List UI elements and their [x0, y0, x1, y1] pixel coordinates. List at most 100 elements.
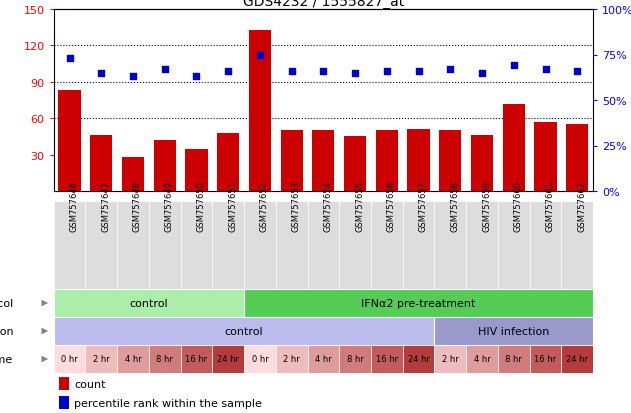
Bar [371, 202, 403, 289]
Bar [403, 202, 435, 289]
Point [286, 69, 297, 75]
Bar [498, 345, 529, 373]
Bar [375, 131, 398, 192]
Point [255, 52, 265, 59]
Bar [562, 202, 593, 289]
Bar [403, 345, 435, 373]
Text: 2 hr: 2 hr [442, 355, 459, 363]
Bar [59, 396, 69, 409]
Text: 2 hr: 2 hr [283, 355, 300, 363]
Bar [212, 202, 244, 289]
Text: control: control [129, 298, 168, 308]
Bar [312, 131, 334, 192]
Bar [466, 202, 498, 289]
Bar [344, 137, 366, 192]
Bar [54, 289, 244, 317]
Bar [276, 202, 307, 289]
Text: 4 hr: 4 hr [124, 355, 141, 363]
Bar [54, 317, 435, 345]
Point [128, 74, 138, 81]
Bar [153, 141, 176, 192]
Text: GSM757652: GSM757652 [260, 180, 269, 231]
Bar [217, 133, 239, 192]
Point [223, 69, 233, 75]
Bar [339, 345, 371, 373]
Text: GSM757661: GSM757661 [546, 180, 555, 231]
Bar [307, 202, 339, 289]
Text: 8 hr: 8 hr [346, 355, 363, 363]
Point [413, 69, 423, 75]
Bar [471, 136, 493, 192]
Text: control: control [225, 326, 263, 336]
Bar [180, 202, 212, 289]
Bar [212, 345, 244, 373]
Text: 0 hr: 0 hr [61, 355, 78, 363]
Bar [59, 377, 69, 390]
Bar [435, 317, 593, 345]
Point [382, 69, 392, 75]
Text: count: count [74, 379, 105, 389]
Text: 0 hr: 0 hr [252, 355, 268, 363]
Text: GSM757651: GSM757651 [228, 180, 237, 231]
Point [541, 66, 551, 73]
Point [509, 63, 519, 69]
Point [318, 69, 328, 75]
Bar [498, 202, 529, 289]
Bar [85, 345, 117, 373]
Bar [85, 202, 117, 289]
Bar [90, 136, 112, 192]
Text: 8 hr: 8 hr [505, 355, 522, 363]
Bar [503, 104, 525, 192]
Bar [566, 125, 588, 192]
Text: 24 hr: 24 hr [408, 355, 430, 363]
Bar [244, 289, 593, 317]
Bar [339, 202, 371, 289]
Bar [54, 202, 85, 289]
Text: GSM757655: GSM757655 [355, 180, 364, 231]
Text: IFNα2 pre-treatment: IFNα2 pre-treatment [362, 298, 476, 308]
Point [477, 70, 487, 77]
Bar [281, 131, 303, 192]
Text: GSM757649: GSM757649 [165, 180, 174, 231]
Text: infection: infection [0, 326, 13, 336]
Text: 24 hr: 24 hr [217, 355, 239, 363]
Text: 16 hr: 16 hr [534, 355, 557, 363]
Text: 16 hr: 16 hr [186, 355, 208, 363]
Bar [122, 158, 144, 192]
Text: 4 hr: 4 hr [315, 355, 332, 363]
Text: GSM757646: GSM757646 [69, 180, 78, 231]
Text: GSM757658: GSM757658 [451, 180, 459, 231]
Text: GSM757660: GSM757660 [514, 180, 523, 231]
Bar [276, 345, 307, 373]
Text: GSM757657: GSM757657 [418, 180, 428, 231]
Text: percentile rank within the sample: percentile rank within the sample [74, 398, 262, 408]
Text: 24 hr: 24 hr [566, 355, 588, 363]
Bar [562, 345, 593, 373]
Point [96, 70, 106, 77]
Bar [435, 345, 466, 373]
Point [350, 70, 360, 77]
Bar [307, 345, 339, 373]
Bar [439, 131, 461, 192]
Bar [244, 345, 276, 373]
Point [191, 74, 201, 81]
Bar [180, 345, 212, 373]
Bar [408, 130, 430, 192]
Bar [371, 345, 403, 373]
Bar [529, 202, 562, 289]
Text: GSM757647: GSM757647 [101, 180, 110, 231]
Point [572, 69, 582, 75]
Text: 2 hr: 2 hr [93, 355, 110, 363]
Text: GSM757654: GSM757654 [323, 180, 333, 231]
Point [160, 66, 170, 73]
Bar [149, 202, 180, 289]
Text: GSM757653: GSM757653 [292, 180, 300, 231]
Bar [534, 123, 557, 192]
Text: protocol: protocol [0, 298, 13, 308]
Bar [435, 202, 466, 289]
Point [445, 66, 456, 73]
Text: GSM757662: GSM757662 [577, 180, 586, 231]
Text: 8 hr: 8 hr [156, 355, 173, 363]
Text: GSM757656: GSM757656 [387, 180, 396, 231]
Title: GDS4232 / 1555827_at: GDS4232 / 1555827_at [243, 0, 404, 9]
